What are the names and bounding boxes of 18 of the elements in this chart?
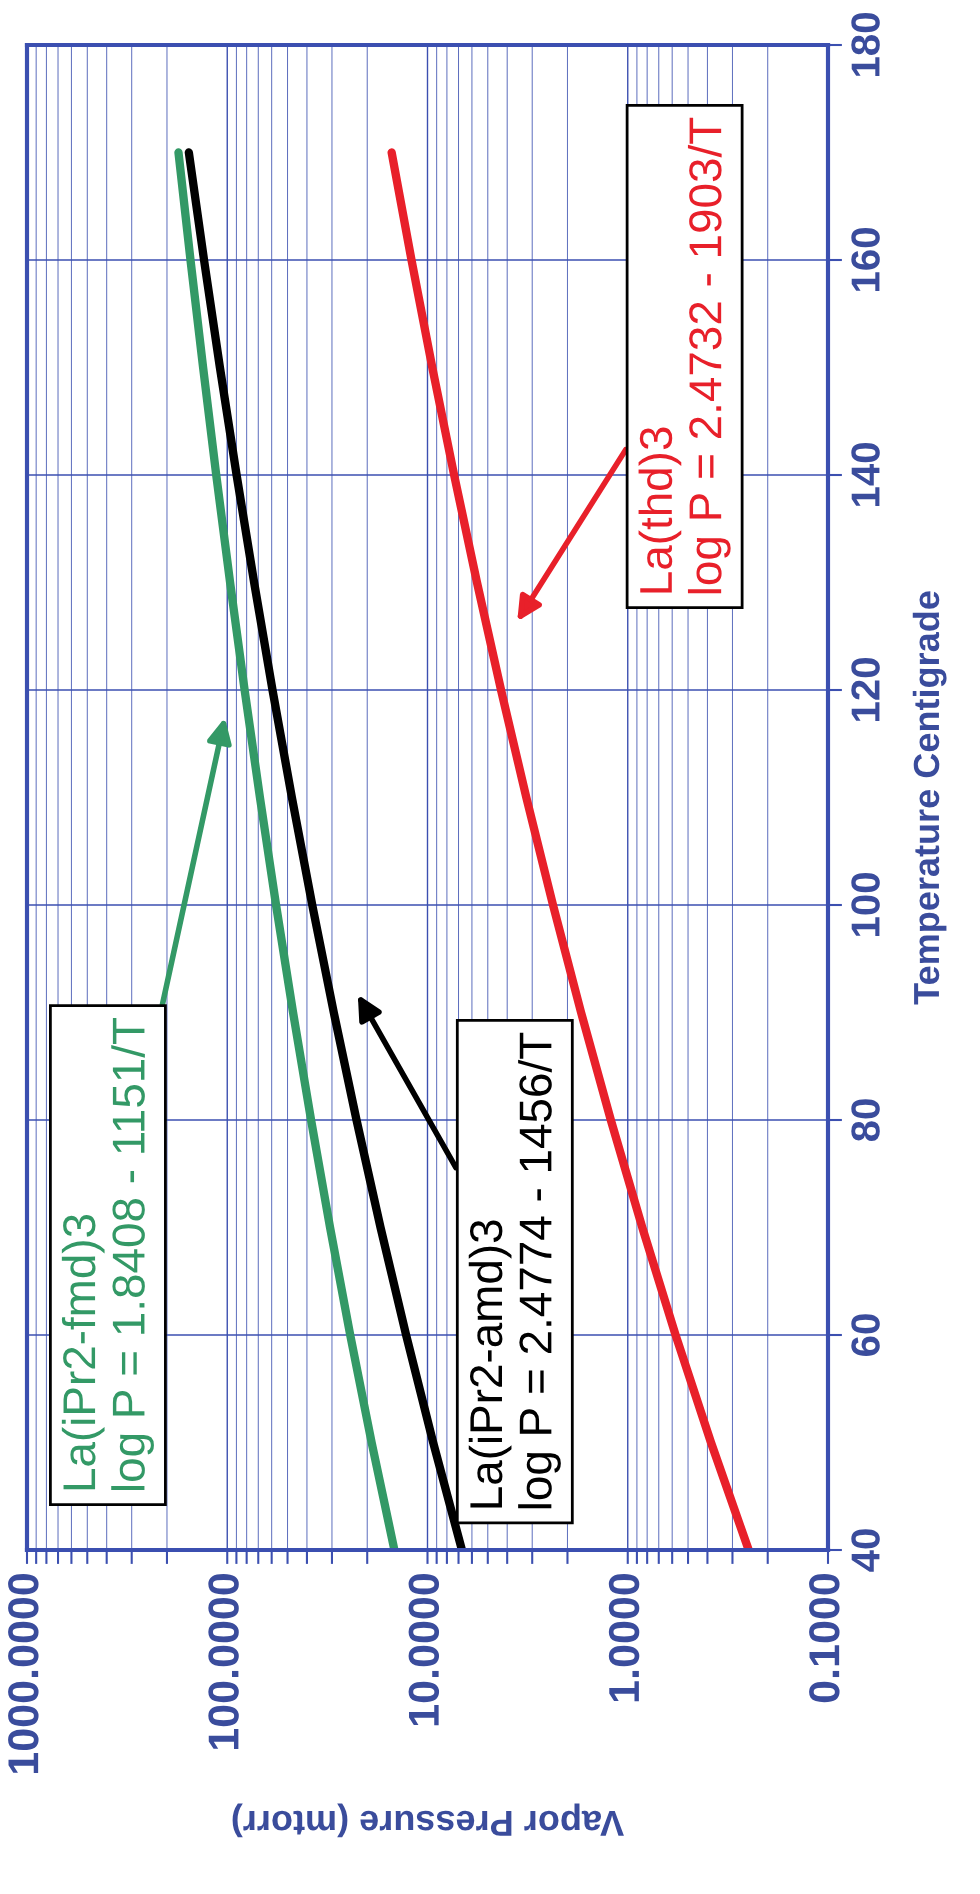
y-axis-title: Temperature Centigrade	[912, 591, 947, 1005]
x-tick-label: 100.0000	[208, 1573, 239, 1750]
y-tick-label: 180	[851, 13, 880, 77]
x-tick-label: 1.0000	[608, 1573, 640, 1702]
annotation: La(iPr2-fmd)3 log P = 1.8408 - 1151/T	[61, 1017, 154, 1490]
y-tick-label: 140	[851, 443, 880, 507]
x-tick-label: 1000.0000	[8, 1573, 39, 1774]
y-tick-label: 40	[851, 1529, 880, 1572]
y-tick-label: 160	[851, 228, 880, 292]
y-tick-label: 100	[851, 873, 880, 937]
y-tick-label: 120	[851, 658, 880, 722]
y-tick-label: 80	[851, 1099, 880, 1142]
x-axis-title: Vapor Pressure (mtorr)	[232, 1803, 624, 1838]
annotation: La(iPr2-amd)3 log P = 2.4774 - 1456/T	[468, 1032, 561, 1509]
y-tick-label: 60	[851, 1314, 880, 1356]
x-tick-label: 0.1000	[809, 1573, 840, 1703]
x-tick-label: 10.0000	[408, 1573, 440, 1726]
annotation: La(thd)3 log P = 2.4732 - 1903/T	[638, 117, 731, 594]
